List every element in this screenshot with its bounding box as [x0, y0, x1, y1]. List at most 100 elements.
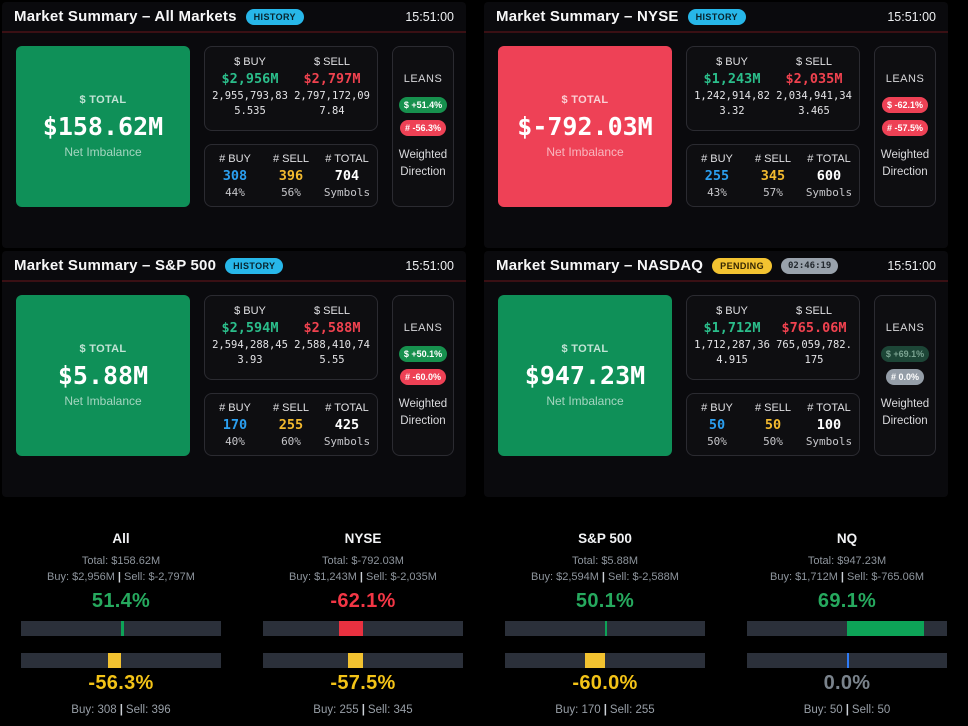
symbols-label: Symbols — [805, 186, 853, 199]
lean-column-sp500: S&P 500 Total: $5.88M Buy: $2,594M | Sell:… — [484, 531, 726, 716]
separator: | — [359, 571, 363, 583]
count-total-label: # TOTAL — [325, 153, 369, 165]
buy-count: Buy: 170 — [555, 704, 601, 716]
countdown-timer: 02:46:19 — [780, 257, 839, 274]
dollar-buy-value: $1,712M — [703, 320, 761, 336]
buy-count: Buy: 50 — [803, 704, 843, 716]
clock: 15:51:00 — [405, 258, 454, 273]
count-buy-value: 50 — [708, 417, 726, 433]
lean-column-nyse: NYSE Total: $-792.03M Buy: $1,243M | Sell:… — [242, 531, 484, 716]
dollar-lean-bar — [747, 621, 947, 636]
buy-value: Buy: $2,956M — [47, 571, 115, 583]
dollar-sell-col: $ SELL $2,035M 2,034,941,343.465 — [773, 56, 855, 130]
dollar-lean-bar-fill — [338, 621, 363, 636]
leans-card: LEANS $ +51.4% # -56.3% Weighted Directi… — [392, 46, 454, 207]
sell-value: Sell: $-2,588M — [608, 571, 679, 583]
panel-body: $ TOTAL $158.62M Net Imbalance $ BUY $2,… — [2, 33, 466, 207]
count-lean-bar-fill — [847, 653, 849, 668]
symbols-label: Symbols — [805, 435, 853, 448]
count-lean-bar-fill — [348, 653, 363, 668]
count-total-value: 100 — [816, 417, 842, 433]
count-line: Buy: 50 | Sell: 50 — [726, 704, 968, 716]
dollar-buy-value: $1,243M — [703, 71, 761, 87]
leans-card: LEANS $ -62.1% # -57.5% Weighted Directi… — [874, 46, 936, 207]
dollar-buy-label: $ BUY — [716, 305, 748, 317]
panel-nyse: Market Summary – NYSE HISTORY 15:51:00 $… — [484, 2, 948, 248]
column-title: All — [112, 531, 130, 546]
symbols-label: Symbols — [323, 186, 371, 199]
panel-header: Market Summary – NYSE HISTORY 15:51:00 — [484, 2, 948, 33]
count-line: Buy: 308 | Sell: 396 — [0, 704, 242, 716]
dollar-buy-label: $ BUY — [234, 305, 266, 317]
leans-label: LEANS — [885, 72, 925, 85]
stats-column: $ BUY $2,956M 2,955,793,835.535 $ SELL $… — [204, 46, 378, 207]
dollar-buy-raw: 1,242,914,823.32 — [694, 90, 770, 117]
dollar-card: $ BUY $1,712M 1,712,287,364.915 $ SELL $… — [686, 295, 860, 380]
dollar-lean-pill: $ +69.1% — [880, 345, 930, 362]
history-badge[interactable]: HISTORY — [245, 8, 304, 25]
dollar-sell-label: $ SELL — [795, 305, 833, 317]
count-lean-bar-fill — [108, 653, 121, 668]
count-buy-pct: 50% — [707, 435, 727, 448]
net-imbalance-card: $ TOTAL $-792.03M Net Imbalance — [498, 46, 672, 207]
leans-card: LEANS $ +50.1% # -60.0% Weighted Directi… — [392, 295, 454, 456]
count-sell-value: 345 — [760, 168, 786, 184]
separator: | — [119, 704, 123, 716]
count-sell-col: # SELL 396 56% — [263, 153, 319, 206]
dollar-sell-col: $ SELL $2,797M 2,797,172,097.84 — [291, 56, 373, 130]
count-lean-pct: 0.0% — [823, 672, 871, 694]
dollar-buy-raw: 2,594,288,453.93 — [212, 339, 288, 366]
total-line: Total: $947.23M — [807, 555, 887, 567]
count-sell-label: # SELL — [272, 153, 310, 165]
buy-value: Buy: $1,243M — [289, 571, 357, 583]
dollar-sell-raw: 765,059,782.175 — [776, 339, 852, 366]
pending-badge[interactable]: PENDING — [712, 257, 772, 274]
sell-value: Sell: $-2,035M — [366, 571, 437, 583]
dollar-lean-bar-fill — [121, 621, 124, 636]
count-buy-label: # BUY — [219, 402, 251, 414]
count-buy-label: # BUY — [219, 153, 251, 165]
count-buy-value: 308 — [222, 168, 248, 184]
dollar-sell-value: $765.06M — [781, 320, 847, 336]
lean-column-all: All Total: $158.62M Buy: $2,956M | Sell: $… — [0, 531, 242, 716]
count-sell-value: 50 — [764, 417, 782, 433]
count-lean-pill: # -57.5% — [881, 119, 929, 136]
panel-header: Market Summary – NASDAQ PENDING 02:46:19… — [484, 251, 948, 282]
dollar-card: $ BUY $1,243M 1,242,914,823.32 $ SELL $2… — [686, 46, 860, 131]
net-imbalance-card: $ TOTAL $947.23M Net Imbalance — [498, 295, 672, 456]
count-lean-bar — [505, 653, 705, 668]
count-lean-bar — [747, 653, 947, 668]
count-total-col: # TOTAL 100 Symbols — [801, 402, 857, 455]
dollar-sell-label: $ SELL — [313, 56, 351, 68]
dollar-buy-col: $ BUY $1,243M 1,242,914,823.32 — [691, 56, 773, 130]
history-badge[interactable]: HISTORY — [687, 8, 746, 25]
separator: | — [840, 571, 844, 583]
panel-header: Market Summary – S&P 500 HISTORY 15:51:0… — [2, 251, 466, 282]
total-line: Total: $158.62M — [81, 555, 161, 567]
count-card: # BUY 50 50% # SELL 50 50% # TOTAL 100 S… — [686, 393, 860, 456]
separator: | — [601, 571, 605, 583]
total-line: Total: $-792.03M — [322, 555, 404, 567]
dollar-card: $ BUY $2,956M 2,955,793,835.535 $ SELL $… — [204, 46, 378, 131]
panel-title: Market Summary – NASDAQ — [496, 257, 704, 274]
count-buy-pct: 43% — [707, 186, 727, 199]
leans-card: LEANS $ +69.1% # 0.0% Weighted Direction — [874, 295, 936, 456]
history-badge[interactable]: HISTORY — [225, 257, 284, 274]
count-total-label: # TOTAL — [807, 402, 851, 414]
net-imbalance-label: Net Imbalance — [64, 394, 142, 408]
weighted-direction-label: Weighted Direction — [398, 397, 448, 427]
sell-count: Sell: 255 — [609, 704, 655, 716]
net-imbalance-label: Net Imbalance — [64, 145, 142, 159]
dollar-buy-value: $2,956M — [221, 71, 279, 87]
count-card: # BUY 255 43% # SELL 345 57% # TOTAL 600… — [686, 144, 860, 207]
count-lean-bar-fill — [585, 653, 605, 668]
count-lean-pill: # -56.3% — [399, 119, 447, 136]
dollar-sell-raw: 2,034,941,343.465 — [776, 90, 852, 117]
net-imbalance-card: $ TOTAL $158.62M Net Imbalance — [16, 46, 190, 207]
leans-label: LEANS — [403, 72, 443, 85]
sell-count: Sell: 396 — [125, 704, 171, 716]
lean-column-nq: NQ Total: $947.23M Buy: $1,712M | Sell: $-… — [726, 531, 968, 716]
count-lean-bar — [263, 653, 463, 668]
dollar-buy-col: $ BUY $1,712M 1,712,287,364.915 — [691, 305, 773, 379]
column-title: NQ — [836, 531, 858, 546]
